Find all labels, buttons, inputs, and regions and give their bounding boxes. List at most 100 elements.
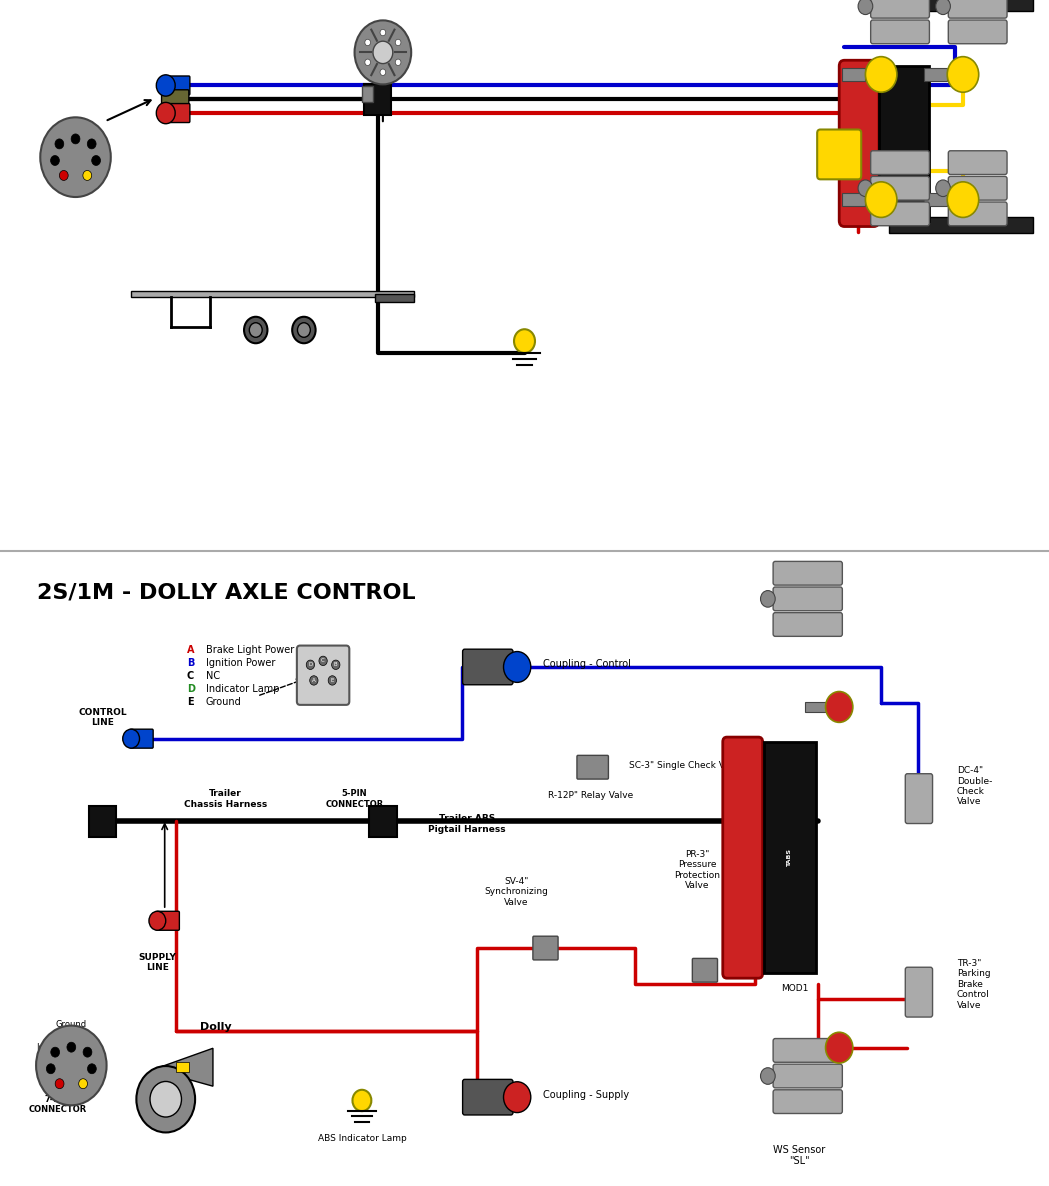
FancyBboxPatch shape [463,1079,513,1115]
Text: Ignition Power: Ignition Power [206,658,275,668]
Circle shape [365,59,370,65]
Text: Indicator Lamp: Indicator Lamp [206,684,279,694]
Text: C: C [321,658,325,663]
FancyBboxPatch shape [817,129,861,179]
Circle shape [395,39,401,46]
Circle shape [244,317,267,343]
Circle shape [36,1026,107,1105]
FancyBboxPatch shape [723,737,763,978]
Circle shape [380,30,386,36]
Circle shape [858,0,873,14]
FancyBboxPatch shape [948,151,1007,174]
Text: Coupling - Control: Coupling - Control [543,659,631,669]
Circle shape [936,0,950,14]
FancyBboxPatch shape [165,76,190,95]
Text: Ground: Ground [206,697,241,707]
Text: TR-3"
Parking
Brake
Control
Valve: TR-3" Parking Brake Control Valve [957,959,990,1009]
Circle shape [504,1082,531,1112]
Bar [879,66,929,221]
Bar [89,805,116,836]
Circle shape [504,651,531,682]
Circle shape [156,102,175,123]
Circle shape [136,1066,195,1133]
Circle shape [71,134,80,144]
FancyBboxPatch shape [871,20,929,44]
Text: 7-PIN
CONNECTOR: 7-PIN CONNECTOR [28,1095,87,1115]
Text: C: C [187,671,194,681]
Circle shape [319,656,327,665]
FancyBboxPatch shape [463,649,513,684]
FancyBboxPatch shape [948,202,1007,225]
Text: CONTROL
LINE: CONTROL LINE [79,708,127,727]
Circle shape [947,181,979,217]
Circle shape [936,180,950,197]
Text: SV-4"
Synchronizing
Valve: SV-4" Synchronizing Valve [485,876,548,907]
Text: Trailer ABS
Pigtail Harness: Trailer ABS Pigtail Harness [428,815,506,834]
Circle shape [858,180,873,197]
Circle shape [55,139,64,149]
FancyBboxPatch shape [948,177,1007,200]
Circle shape [150,1082,181,1117]
FancyBboxPatch shape [839,60,879,227]
Circle shape [309,676,318,686]
Circle shape [123,729,140,748]
Circle shape [149,911,166,930]
Circle shape [250,323,262,337]
FancyBboxPatch shape [162,90,189,109]
FancyBboxPatch shape [156,911,179,930]
FancyBboxPatch shape [871,0,929,18]
Text: Brake Light
Power: Brake Light Power [47,1076,95,1096]
Bar [131,291,414,296]
Bar [374,294,414,302]
Text: A: A [187,645,194,655]
FancyBboxPatch shape [297,645,349,704]
Circle shape [56,1079,64,1089]
Text: WS Sensor
"SR": WS Sensor "SR" [773,565,826,586]
Circle shape [87,1064,97,1073]
FancyBboxPatch shape [924,193,947,206]
Circle shape [365,39,370,46]
Circle shape [46,1064,56,1073]
FancyBboxPatch shape [692,958,718,982]
Text: 2S/1M - DOLLY AXLE CONTROL: 2S/1M - DOLLY AXLE CONTROL [37,582,415,602]
Text: DC-4"
Double-
Check
Valve: DC-4" Double- Check Valve [957,766,992,806]
Circle shape [865,181,897,217]
Text: TABS-6
Trailer
ABS
Module: TABS-6 Trailer ABS Module [776,853,814,893]
Text: Coupling - Supply: Coupling - Supply [543,1090,629,1099]
Text: Ground: Ground [56,1020,87,1028]
Bar [364,84,391,115]
Circle shape [306,661,315,669]
FancyBboxPatch shape [841,193,865,206]
Text: B: B [334,662,338,668]
Text: D: D [308,662,313,668]
Circle shape [328,676,337,686]
Text: E: E [187,697,193,707]
Text: ABS Indicator Lamp: ABS Indicator Lamp [318,1134,406,1143]
Circle shape [91,155,101,166]
Circle shape [395,59,401,65]
Circle shape [87,139,97,149]
Polygon shape [153,1048,213,1086]
Text: 5-PIN
CONNECTOR: 5-PIN CONNECTOR [325,789,384,809]
Text: PR-3"
Pressure
Protection
Valve: PR-3" Pressure Protection Valve [675,849,721,890]
Circle shape [67,1042,76,1052]
FancyBboxPatch shape [905,968,933,1018]
Circle shape [298,323,311,337]
FancyBboxPatch shape [871,202,929,225]
Circle shape [83,1047,92,1057]
Circle shape [50,155,60,166]
FancyBboxPatch shape [871,151,929,174]
FancyBboxPatch shape [773,1090,842,1114]
FancyBboxPatch shape [773,1039,842,1063]
Bar [176,1063,189,1072]
Circle shape [514,330,535,353]
FancyBboxPatch shape [773,587,842,611]
Text: Ignition
Power: Ignition Power [37,1042,68,1063]
Bar [369,805,397,836]
FancyBboxPatch shape [130,729,153,748]
Bar [764,742,816,974]
Text: TABS: TABS [788,849,792,867]
Text: D: D [187,684,195,694]
Text: NC: NC [206,671,219,681]
Text: SUPPLY
LINE: SUPPLY LINE [138,954,176,973]
